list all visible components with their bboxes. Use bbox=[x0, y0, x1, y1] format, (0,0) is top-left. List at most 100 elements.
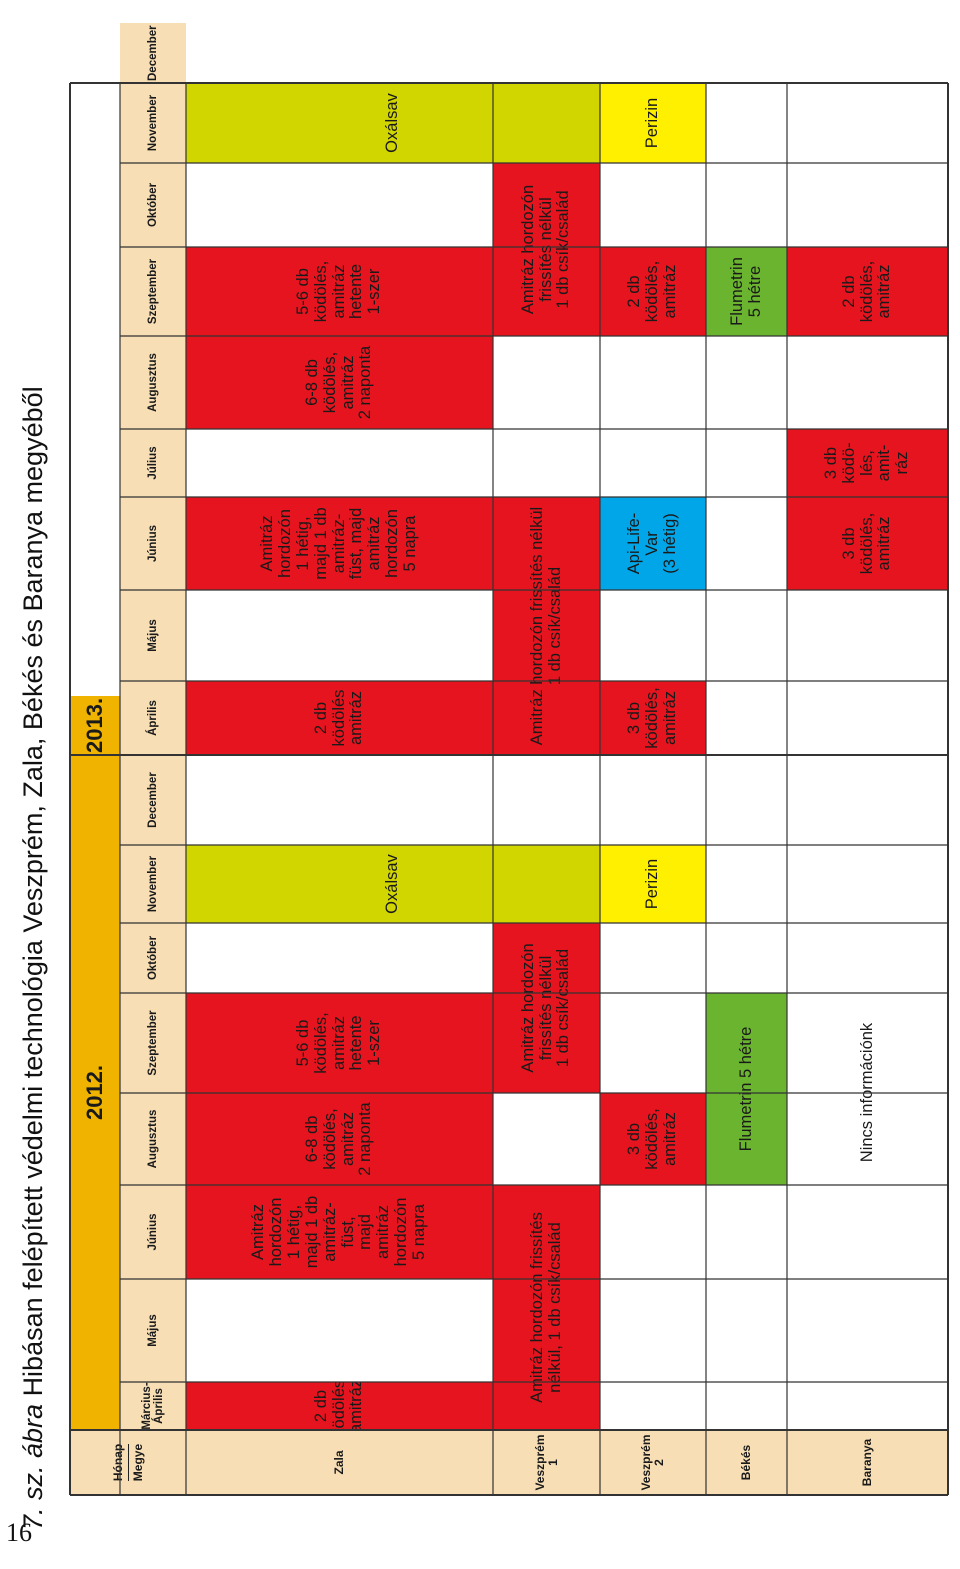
veszprem1-2012-strip-a-text: Amitráz hordozón frissítés nélkül, 1 db … bbox=[527, 1212, 564, 1403]
veszprem1-2013-strip-a-text: Amitráz hordozón frissítés nélkül 1 db c… bbox=[527, 506, 564, 746]
veszprem1-2012-strip-b-text: Amitráz hordozón frissítés nélkül 1 db c… bbox=[518, 943, 573, 1073]
month-2013-1-text: Május bbox=[146, 619, 159, 652]
zala-apr-2013: 2 db ködölés amitráz bbox=[186, 681, 493, 755]
zala-jun-2012-text: Amitráz hordozón 1 hétig, majd 1 db amit… bbox=[249, 1195, 428, 1269]
county-label-3-text: Békés bbox=[739, 1444, 754, 1481]
month-2012-1: Május bbox=[120, 1279, 186, 1382]
veszprem1-2012-strip-b: Amitráz hordozón frissítés nélkül 1 db c… bbox=[493, 923, 600, 1093]
year-2013-header: 2013. bbox=[70, 695, 120, 755]
veszprem1-aug-2013 bbox=[493, 336, 600, 429]
zala-jun-2013: Amitráz hordozón 1 hétig, majd 1 db amit… bbox=[186, 497, 493, 590]
month-2013-4: Augusztus bbox=[120, 336, 186, 429]
month-2012-3-text: Augusztus bbox=[146, 1109, 159, 1169]
year-2012-header: 2012. bbox=[70, 755, 120, 1430]
month-2013-8-text: December bbox=[146, 25, 159, 81]
veszprem1-dec-2012 bbox=[493, 755, 600, 845]
month-2013-7: November bbox=[120, 83, 186, 163]
month-2012-2-text: Június bbox=[146, 1213, 159, 1251]
month-2013-1: Május bbox=[120, 590, 186, 681]
veszprem2-jun-2013: Api-Life- Var (3 hétig) bbox=[600, 497, 706, 590]
zala-nov-2012: Oxálsav bbox=[186, 845, 600, 923]
veszprem2-szept-2013: 2 db ködölés, amitráz bbox=[600, 247, 706, 336]
bekes-flumetrin-2013-text: Flumetrin 5 hétre bbox=[727, 257, 764, 326]
veszprem1-2013-strip-b-text: Amitráz hordozón frissítés nélkül 1 db c… bbox=[518, 184, 573, 315]
zala-okt-2012 bbox=[186, 923, 493, 993]
baranya-2012-nincs-text: Nincs információnk bbox=[857, 1022, 876, 1163]
veszprem2-nov-2012-text: Perizin bbox=[643, 858, 662, 910]
zala-marc-apr-text: 2 db ködölés, amitráz bbox=[311, 1382, 366, 1430]
veszprem2-jun-2013-text: Api-Life- Var (3 hétig) bbox=[625, 512, 679, 575]
veszprem1-2013-strip-a: Amitráz hordozón frissítés nélkül 1 db c… bbox=[493, 497, 600, 755]
corner-cell: Hónap Megye bbox=[70, 1430, 186, 1495]
veszprem1-jul-2013 bbox=[493, 429, 600, 497]
bekes-flumetrin-2012: Flumetrin 5 hétre bbox=[706, 993, 787, 1185]
month-2013-0-text: Április bbox=[146, 700, 159, 736]
zala-aug-2012-text: 6-8 db ködölés, amitráz 2 naponta bbox=[302, 1102, 375, 1176]
corner-bottom-label: Megye bbox=[130, 1443, 145, 1482]
veszprem2-apr-2013: 3 db ködölés, amitráz bbox=[600, 681, 706, 755]
zala-aug-2013: 6-8 db ködölés, amitráz 2 naponta bbox=[186, 336, 493, 429]
month-2013-2-text: Június bbox=[146, 524, 159, 563]
month-2012-0: Március-Április bbox=[120, 1382, 186, 1430]
county-label-1: Veszprém 1 bbox=[493, 1430, 600, 1495]
baranya-okt-2013 bbox=[787, 163, 948, 247]
zala-okt-2013 bbox=[186, 163, 493, 247]
zala-marc-apr: 2 db ködölés, amitráz bbox=[186, 1382, 493, 1430]
month-2013-5: Szeptember bbox=[120, 247, 186, 336]
year-2013-header-text: 2013. bbox=[82, 697, 108, 753]
month-2013-7-text: November bbox=[146, 94, 159, 152]
county-label-2: Veszprém 2 bbox=[600, 1430, 706, 1495]
veszprem2-jul-2013 bbox=[600, 429, 706, 497]
month-2012-6-text: November bbox=[146, 855, 159, 913]
baranya-jun-2013-text: 3 db ködölés, amitráz bbox=[839, 512, 894, 575]
baranya-jun-2013: 3 db ködölés, amitráz bbox=[787, 497, 948, 590]
veszprem2-aug-2013 bbox=[600, 336, 706, 429]
baranya-maj-2013 bbox=[787, 590, 948, 681]
veszprem1-2012-strip-a: Amitráz hordozón frissítés nélkül, 1 db … bbox=[493, 1185, 600, 1430]
zala-maj bbox=[186, 1279, 493, 1382]
veszprem2-nov-2013-text: Perizin bbox=[643, 97, 662, 149]
veszprem2-okt-2013 bbox=[600, 163, 706, 247]
zala-nov-2012-text: Oxálsav bbox=[383, 854, 402, 914]
month-2013-6: Október bbox=[120, 163, 186, 247]
month-2013-5-text: Szeptember bbox=[146, 258, 159, 325]
county-label-4-text: Baranya bbox=[860, 1438, 875, 1487]
baranya-szept-2013: 2 db ködölés, amitráz bbox=[787, 247, 948, 336]
veszprem2-aug-2012-text: 3 db ködölés, amitráz bbox=[625, 1108, 679, 1170]
baranya-jul-2013: 3 db ködö- lés, amit- ráz bbox=[787, 429, 948, 497]
bekes-2012-blank-b bbox=[706, 755, 787, 993]
month-2012-3: Augusztus bbox=[120, 1093, 186, 1185]
figure-title-prefix: 7. sz. ábra bbox=[18, 1404, 48, 1530]
month-2013-8: December bbox=[120, 23, 186, 83]
svg-text:7. sz. ábra Hibásan felépített: 7. sz. ábra Hibásan felépített védelmi t… bbox=[18, 386, 48, 1530]
county-label-2-text: Veszprém 2 bbox=[639, 1434, 666, 1491]
zala-jun-2013-text: Amitráz hordozón 1 hétig, majd 1 db amit… bbox=[258, 507, 419, 580]
bekes-flumetrin-2013: Flumetrin 5 hétre bbox=[706, 247, 787, 336]
month-2013-0: Április bbox=[120, 681, 186, 755]
county-label-4: Baranya bbox=[787, 1430, 948, 1495]
baranya-szept-2013-text: 2 db ködölés, amitráz bbox=[839, 260, 894, 323]
county-label-0: Zala bbox=[186, 1430, 493, 1495]
baranya-jul-2013-text: 3 db ködö- lés, amit- ráz bbox=[821, 442, 912, 484]
veszprem2-nov-2013: Perizin bbox=[600, 83, 706, 163]
zala-jul-2013 bbox=[186, 429, 493, 497]
month-2013-2: Június bbox=[120, 497, 186, 590]
veszprem2-marc-apr bbox=[600, 1382, 706, 1430]
veszprem1-aug-2012 bbox=[493, 1093, 600, 1185]
veszprem2-nov-2012: Perizin bbox=[600, 845, 706, 923]
veszprem2-okt-2012 bbox=[600, 923, 706, 993]
veszprem2-szept-2012 bbox=[600, 993, 706, 1093]
zala-apr-2013-text: 2 db ködölés amitráz bbox=[311, 689, 366, 747]
baranya-nov-2013 bbox=[787, 83, 948, 163]
month-2012-5-text: Október bbox=[146, 935, 159, 981]
figure-title-text: Hibásan felépített védelmi technológia V… bbox=[18, 386, 48, 1404]
veszprem2-szept-2013-text: 2 db ködölés, amitráz bbox=[625, 260, 679, 323]
zala-aug-2012: 6-8 db ködölés, amitráz 2 naponta bbox=[186, 1093, 493, 1185]
veszprem2-apr-2013-text: 3 db ködölés, amitráz bbox=[625, 687, 679, 749]
month-2012-2: Június bbox=[120, 1185, 186, 1279]
baranya-2012-nincs: Nincs információnk bbox=[787, 755, 948, 1430]
zala-szept-2013: 5-6 db ködölés, amitráz hetente 1-szer bbox=[186, 247, 493, 336]
month-2013-6-text: Október bbox=[146, 182, 159, 228]
veszprem2-maj-2013 bbox=[600, 590, 706, 681]
